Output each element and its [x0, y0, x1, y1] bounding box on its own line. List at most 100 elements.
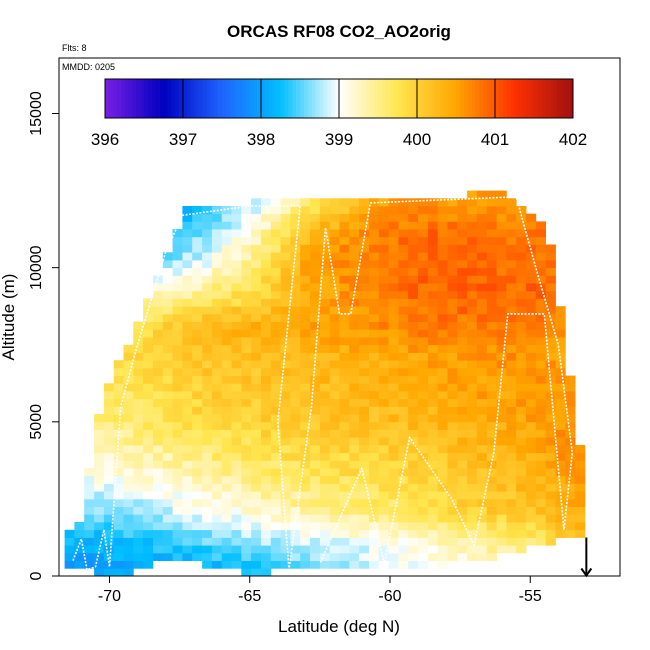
heatmap-cell	[123, 483, 134, 492]
heatmap-cell	[476, 552, 488, 561]
heatmap-cell	[378, 313, 389, 322]
colorbar-segment	[144, 79, 149, 118]
heatmap-cell	[535, 429, 546, 438]
colorbar-segment	[151, 79, 156, 118]
heatmap-cell	[172, 267, 183, 276]
heatmap-cell	[496, 522, 507, 531]
heatmap-cell	[349, 406, 360, 415]
heatmap-cell	[300, 414, 311, 423]
heatmap-cell	[349, 283, 360, 292]
heatmap-cell	[310, 452, 321, 461]
heatmap-cell	[241, 414, 252, 423]
heatmap-cell	[359, 537, 370, 546]
heatmap-cell	[300, 306, 311, 315]
heatmap-cell	[457, 267, 468, 276]
heatmap-cell	[457, 460, 468, 469]
colorbar-segment	[428, 79, 433, 118]
heatmap-cell	[418, 437, 429, 446]
heatmap-cell	[172, 537, 183, 546]
colorbar-segment	[319, 79, 324, 118]
heatmap-cell	[555, 429, 566, 438]
heatmap-cell	[221, 306, 232, 315]
heatmap-cell	[319, 298, 331, 307]
heatmap-cell	[535, 229, 546, 238]
heatmap-cell	[202, 260, 213, 269]
heatmap-cell	[526, 360, 537, 369]
colorbar-segment	[420, 79, 426, 118]
heatmap-cell	[339, 452, 350, 461]
heatmap-cell	[182, 437, 193, 446]
heatmap-cell	[280, 414, 291, 423]
heatmap-cell	[270, 491, 281, 500]
heatmap-cell	[349, 398, 360, 407]
heatmap-cell	[545, 275, 556, 284]
heatmap-cell	[398, 475, 409, 484]
heatmap-cell	[339, 313, 350, 322]
heatmap-cell	[123, 352, 134, 361]
heatmap-cell	[113, 460, 124, 469]
heatmap-cell	[378, 344, 389, 353]
heatmap-cell	[349, 529, 360, 538]
heatmap-cell	[182, 290, 193, 299]
heatmap-cell	[437, 206, 448, 215]
heatmap-cell	[545, 514, 556, 523]
heatmap-cell	[192, 537, 203, 546]
heatmap-cell	[369, 275, 380, 284]
heatmap-cell	[192, 344, 203, 353]
heatmap-cell	[359, 229, 370, 238]
heatmap-cell	[378, 306, 389, 315]
heatmap-cell	[143, 522, 154, 531]
heatmap-cell	[349, 552, 360, 561]
heatmap-cell	[467, 198, 478, 207]
heatmap-cell	[486, 391, 497, 400]
heatmap-cell	[270, 267, 281, 276]
heatmap-cell	[339, 391, 350, 400]
heatmap-cell	[398, 344, 409, 353]
heatmap-cell	[310, 298, 321, 307]
heatmap-cell	[162, 460, 173, 469]
heatmap-cell	[359, 352, 370, 361]
colorbar-segment	[350, 79, 355, 118]
heatmap-cell	[143, 375, 154, 384]
heatmap-cell	[123, 437, 134, 446]
heatmap-cell	[339, 283, 350, 292]
heatmap-cell	[516, 498, 527, 507]
heatmap-cell	[319, 213, 331, 222]
heatmap-cell	[369, 491, 380, 500]
heatmap-cell	[378, 283, 389, 292]
y-tick-label: 15000	[28, 91, 45, 136]
heatmap-cell	[221, 360, 232, 369]
heatmap-cell	[555, 452, 566, 461]
heatmap-cell	[202, 406, 213, 415]
heatmap-cell	[555, 306, 566, 315]
heatmap-cell	[319, 290, 331, 299]
heatmap-cell	[545, 321, 556, 330]
heatmap-cell	[359, 244, 370, 253]
heatmap-cell	[388, 506, 399, 515]
heatmap-cell	[545, 306, 556, 315]
heatmap-cell	[535, 321, 546, 330]
heatmap-cell	[300, 398, 311, 407]
heatmap-cell	[339, 514, 350, 523]
heatmap-cell	[535, 421, 546, 430]
heatmap-cell	[241, 298, 252, 307]
heatmap-cell	[349, 313, 360, 322]
heatmap-cell	[310, 522, 321, 531]
heatmap-cell	[359, 252, 370, 261]
heatmap-cell	[261, 529, 272, 538]
heatmap-cell	[172, 306, 183, 315]
heatmap-cell	[545, 352, 556, 361]
heatmap-cell	[378, 514, 389, 523]
heatmap-cell	[457, 352, 468, 361]
heatmap-cell	[182, 206, 193, 215]
heatmap-cell	[427, 229, 439, 238]
heatmap-cell	[535, 437, 546, 446]
heatmap-cell	[192, 329, 203, 338]
heatmap-cell	[202, 445, 213, 454]
heatmap-cell	[437, 329, 448, 338]
heatmap-cell	[241, 498, 252, 507]
heatmap-cell	[270, 344, 281, 353]
heatmap-cell	[476, 383, 488, 392]
heatmap-cell	[496, 429, 507, 438]
heatmap-cell	[427, 221, 439, 230]
